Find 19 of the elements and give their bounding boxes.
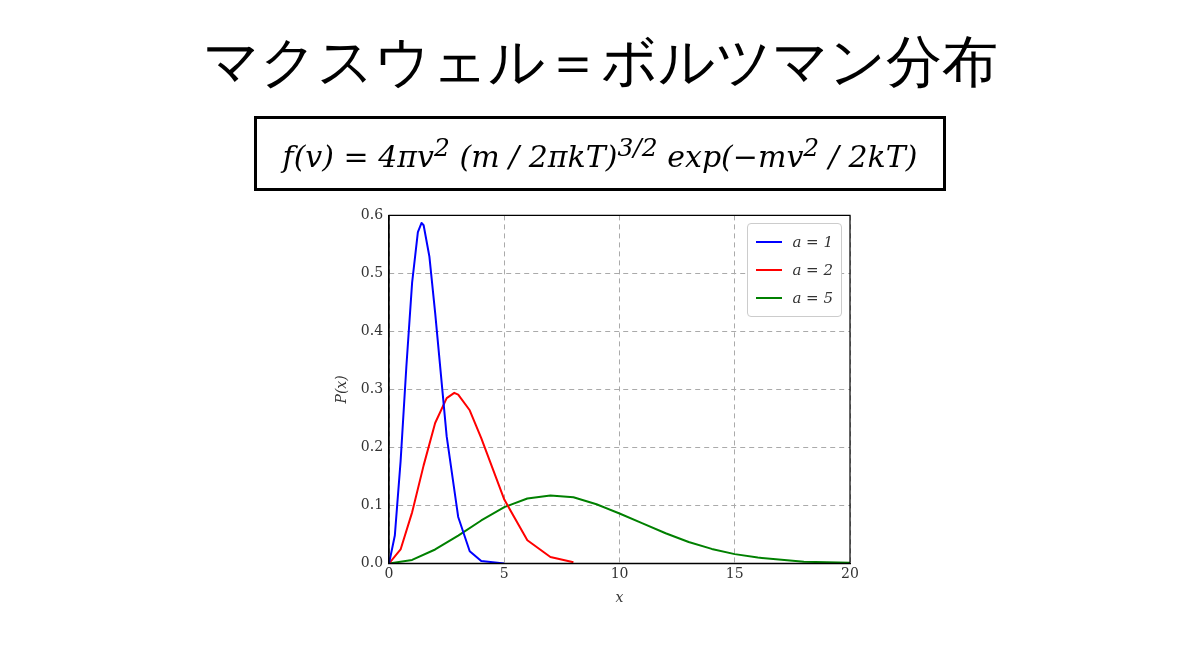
x-tick-label: 0 <box>384 565 394 582</box>
x-tick-label: 15 <box>725 565 744 582</box>
y-tick-label: 0.0 <box>360 554 384 571</box>
x-tick-label: 20 <box>841 565 859 582</box>
y-tick-label: 0.6 <box>360 206 384 223</box>
chart-title: マクスウェル＝ボルツマン分布 <box>201 28 999 96</box>
x-axis-title: x <box>615 589 624 606</box>
legend-label: a = 5 <box>792 289 833 308</box>
y-tick-label: 0.4 <box>360 322 384 339</box>
x-tick-label: 5 <box>499 565 509 582</box>
y-axis-title: P(x) <box>333 375 350 405</box>
chart-subtitle: f(v) = 4πv$^{2}$ (m / 2πkT)$^{3/2}$ exp(−mv$^{2}$ / 2kT) <box>253 116 947 191</box>
y-tick-label: 0.2 <box>360 438 384 455</box>
y-tick-label: 0.3 <box>360 380 384 397</box>
legend-label: a = 1 <box>792 233 833 252</box>
y-tick-label: 0.5 <box>360 264 384 281</box>
x-tick-label: 10 <box>610 565 629 582</box>
y-tick-label: 0.1 <box>360 496 384 513</box>
legend-label: a = 2 <box>792 261 833 280</box>
